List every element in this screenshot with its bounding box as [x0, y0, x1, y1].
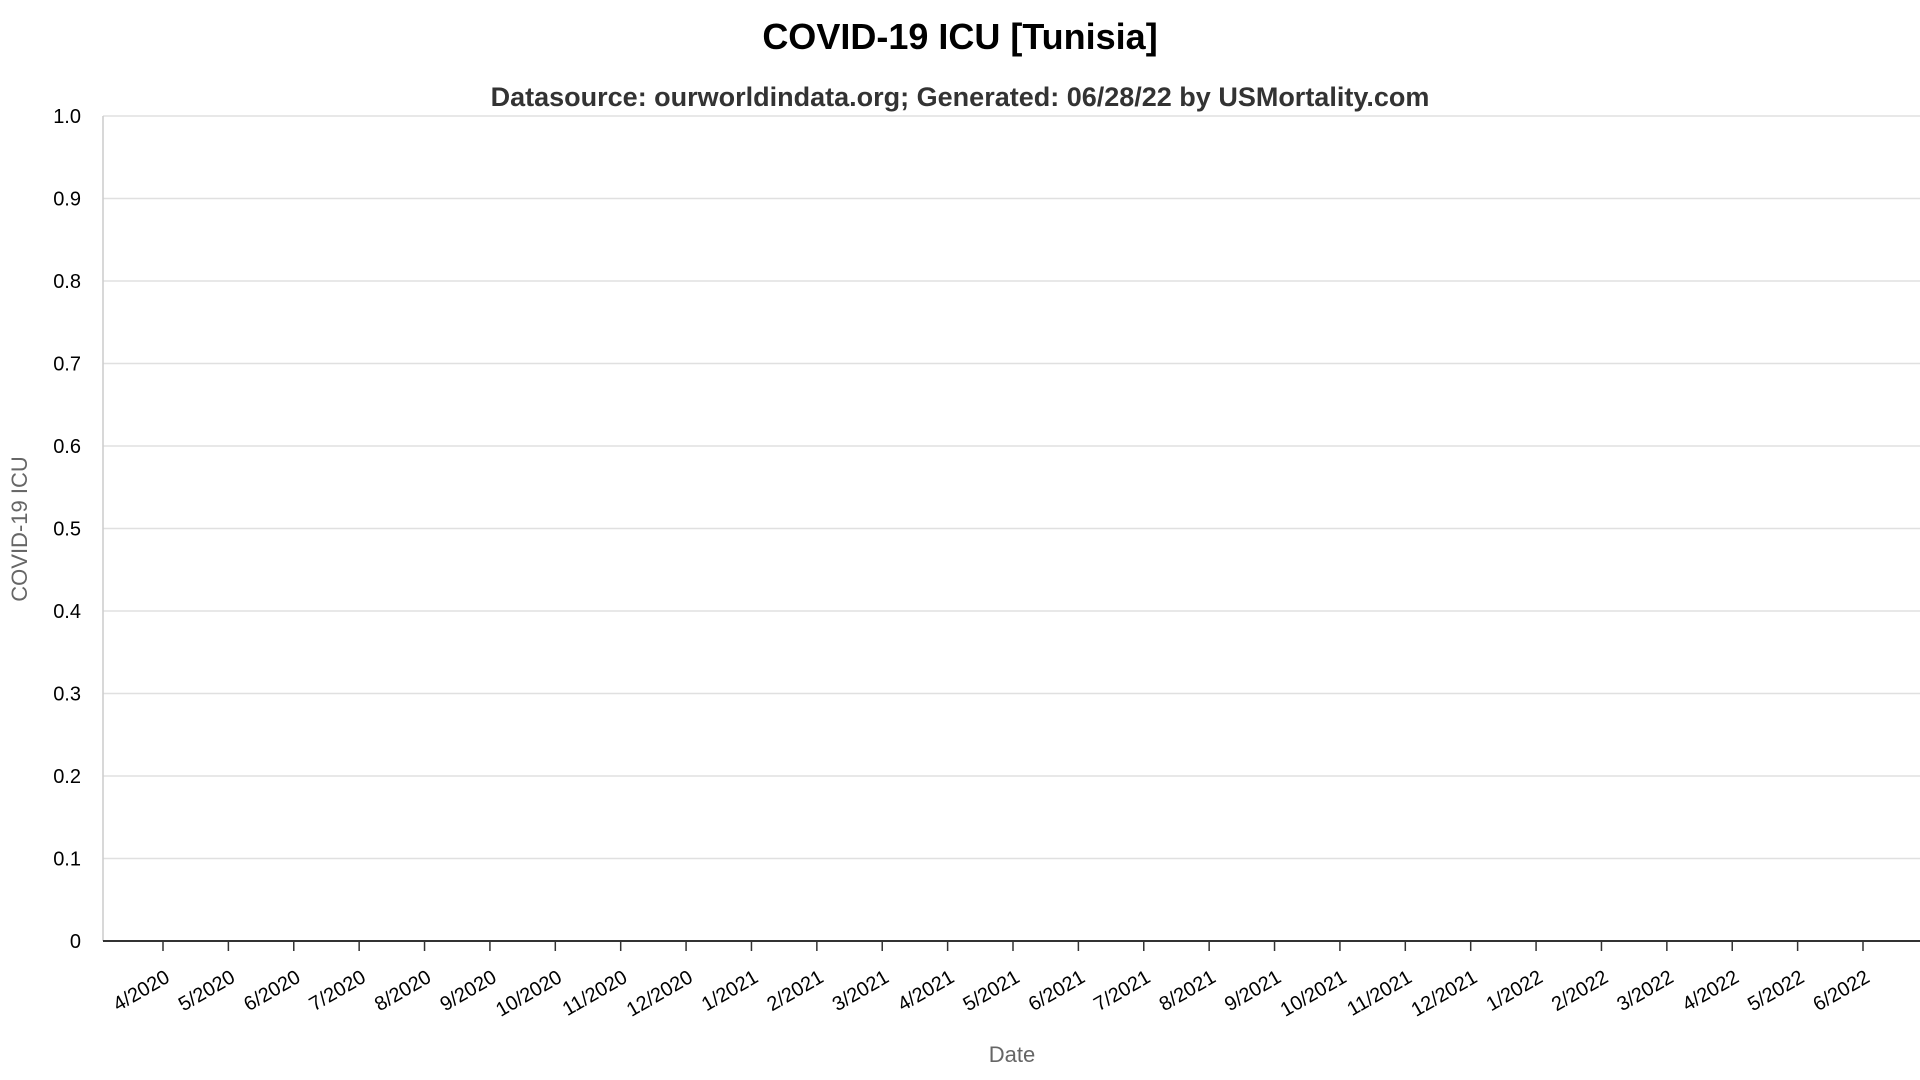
y-tick-label: 0.8: [53, 271, 81, 293]
y-tick-label: 0.9: [53, 189, 81, 211]
y-tick-label: 0.3: [53, 684, 81, 706]
y-tick-label: 0: [70, 931, 81, 953]
chart-title: COVID-19 ICU [Tunisia]: [762, 16, 1157, 57]
x-axis-title: Date: [989, 1042, 1035, 1067]
gridlines: [103, 115, 1920, 860]
x-tick-label: 2/2022: [1548, 966, 1612, 1016]
x-tick-label: 9/2020: [436, 966, 500, 1016]
x-tick-label: 2/2021: [763, 966, 827, 1016]
x-tick-label: 11/2021: [1343, 966, 1415, 1020]
x-tick-label: 11/2020: [559, 966, 631, 1020]
x-tick-label: 9/2021: [1221, 966, 1285, 1016]
x-tick-label: 4/2022: [1679, 966, 1743, 1016]
x-tick-label: 4/2020: [110, 966, 174, 1016]
y-tick-label: 0.6: [53, 436, 81, 458]
y-axis-title: COVID-19 ICU: [7, 456, 32, 601]
x-tick-label: 8/2021: [1156, 966, 1220, 1016]
x-tick-label: 7/2020: [306, 966, 370, 1016]
x-tick-label: 6/2022: [1810, 966, 1874, 1016]
x-tick-label: 1/2022: [1483, 966, 1547, 1016]
x-tick-label: 7/2021: [1090, 966, 1154, 1016]
x-tick-label: 8/2020: [371, 966, 435, 1016]
x-tick-label: 5/2022: [1744, 966, 1808, 1016]
y-tick-label: 1.0: [53, 106, 81, 128]
x-tick-label: 1/2021: [698, 966, 762, 1016]
x-tick-label: 3/2021: [829, 966, 893, 1016]
y-axis-ticks: 0 0.1 0.2 0.3 0.4 0.5 0.6 0.7 0.8 0.9 1.0: [53, 106, 81, 953]
x-tick-label: 5/2021: [960, 966, 1024, 1016]
x-tick-label: 4/2021: [894, 966, 958, 1016]
y-tick-label: 0.5: [53, 519, 81, 541]
chart-subtitle: Datasource: ourworldindata.org; Generate…: [491, 82, 1430, 112]
y-tick-label: 0.2: [53, 766, 81, 788]
x-tick-label: 3/2022: [1613, 966, 1677, 1016]
x-axis-ticks: 4/2020 5/2020 6/2020 7/2020 8/2020 9/202010/2…: [110, 941, 1874, 1021]
x-tick-label: 10/2021: [1277, 966, 1351, 1021]
x-tick-label: 12/2021: [1408, 966, 1482, 1021]
y-tick-label: 0.4: [53, 601, 81, 623]
x-tick-label: 6/2020: [240, 966, 304, 1016]
y-tick-label: 0.7: [53, 354, 81, 376]
x-tick-label: 6/2021: [1025, 966, 1089, 1016]
x-tick-label: 12/2020: [623, 966, 697, 1021]
x-tick-label: 10/2020: [492, 966, 566, 1021]
y-tick-label: 0.1: [53, 849, 81, 871]
x-tick-label: 5/2020: [175, 966, 239, 1016]
